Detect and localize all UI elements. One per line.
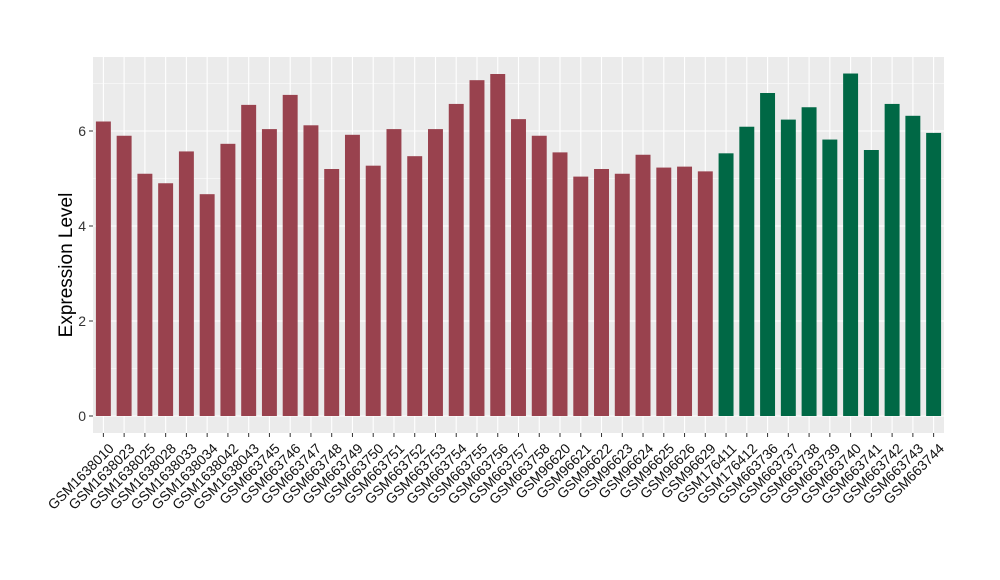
bar-GSM663741: [863, 150, 879, 416]
bar-GSM176411: [718, 153, 734, 416]
y-tick-label: 4: [78, 218, 86, 234]
bar-GSM663758: [531, 135, 547, 416]
bar-GSM663736: [760, 93, 776, 416]
bar-GSM96621: [573, 176, 589, 416]
bar-GSM96629: [697, 171, 713, 416]
bar-GSM1638043: [241, 104, 257, 417]
bar-GSM663742: [884, 103, 900, 417]
bar-GSM663753: [428, 129, 443, 416]
bar-GSM96624: [635, 154, 651, 416]
bar-GSM1638023: [116, 135, 132, 416]
bar-GSM663744: [926, 132, 942, 416]
y-tick-label: 0: [78, 408, 86, 424]
y-tick-label: 6: [78, 123, 86, 139]
bar-GSM1638034: [199, 194, 215, 416]
bar-GSM663754: [448, 103, 464, 417]
x-axis: GSM1638010GSM1638023GSM1638025GSM1638028…: [44, 433, 947, 513]
bar-GSM96622: [594, 169, 609, 416]
bar-GSM1638033: [178, 151, 194, 416]
bar-GSM1638028: [158, 183, 174, 416]
bar-GSM663750: [365, 165, 381, 416]
y-axis: 0 2 4 6: [78, 123, 93, 424]
y-axis-title: Expression Level: [56, 193, 77, 338]
bar-GSM663755: [469, 80, 485, 417]
bar-GSM663738: [801, 107, 817, 416]
bar-GSM96623: [614, 173, 630, 416]
y-tick-label: 2: [78, 313, 86, 329]
bar-GSM96620: [552, 152, 568, 417]
bars: [95, 73, 942, 417]
bar-GSM96626: [677, 166, 693, 417]
bar-GSM663740: [843, 73, 859, 417]
bar-GSM1638025: [137, 173, 153, 416]
bar-GSM663745: [261, 129, 277, 416]
bar-GSM663757: [511, 119, 526, 417]
bar-GSM1638042: [220, 143, 236, 416]
bar-GSM663743: [905, 115, 921, 417]
bar-GSM663749: [344, 134, 360, 417]
bar-GSM663752: [407, 156, 423, 416]
bar-GSM1638010: [95, 121, 111, 416]
bar-GSM96625: [656, 167, 672, 416]
bar-GSM663747: [303, 125, 319, 417]
bar-GSM663756: [490, 74, 506, 416]
bar-GSM176412: [739, 126, 755, 416]
bar-GSM663751: [386, 129, 402, 416]
bar-GSM663748: [324, 169, 340, 416]
bar-GSM663737: [780, 119, 796, 416]
bar-GSM663746: [282, 94, 298, 417]
bar-GSM663739: [822, 139, 838, 417]
